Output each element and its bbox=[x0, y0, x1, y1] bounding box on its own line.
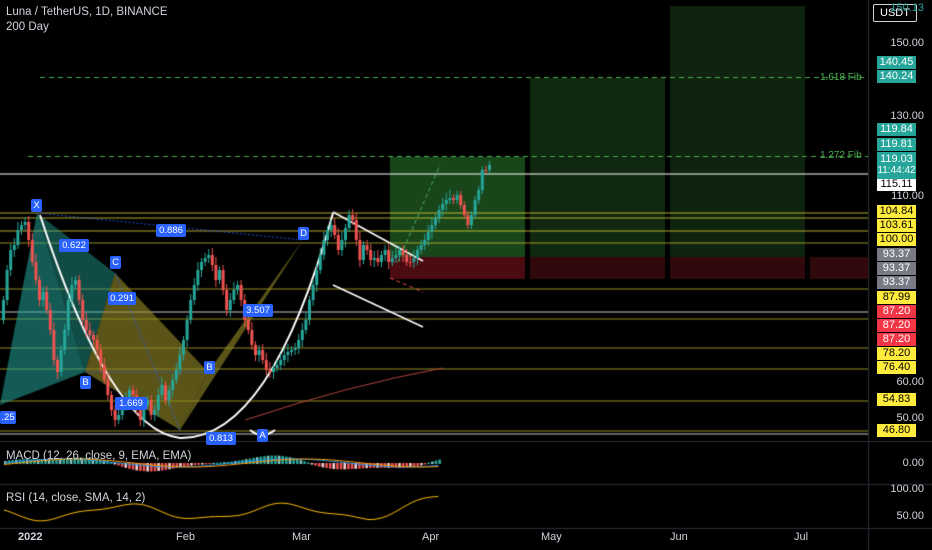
price-tag: 93.37 bbox=[877, 248, 916, 261]
time-label: May bbox=[541, 531, 562, 543]
price-tag: 87.20 bbox=[877, 333, 916, 346]
price-tag: 140.45 bbox=[877, 56, 916, 69]
current-price-tag: 119.03 11:44:42 bbox=[877, 152, 916, 179]
macd-label[interactable]: MACD (12, 26, close, 9, EMA, EMA) bbox=[6, 450, 192, 462]
ratio-label[interactable]: 0.622 bbox=[59, 239, 89, 252]
axis-label: 150.00 bbox=[890, 37, 924, 49]
price-tag: 87.20 bbox=[877, 305, 916, 318]
time-label: 2022 bbox=[18, 531, 43, 543]
price-tag: 103.61 bbox=[877, 219, 916, 232]
pattern-point-x[interactable]: X bbox=[31, 199, 42, 212]
price-tag: 93.37 bbox=[877, 276, 916, 289]
fib-label: 1.618 Fib bbox=[820, 72, 862, 83]
price-tag: 76.40 bbox=[877, 361, 916, 374]
price-tag: 78.20 bbox=[877, 347, 916, 360]
ratio-label[interactable]: 0.291 bbox=[108, 292, 136, 305]
pattern-point-d[interactable]: D bbox=[298, 227, 309, 240]
price-tag: 54.83 bbox=[877, 393, 916, 406]
price-tag: 104.84 bbox=[877, 205, 916, 218]
price-tag: 119.81 bbox=[877, 138, 916, 151]
price-tag: 115.11 bbox=[877, 178, 916, 191]
indicator-label[interactable]: 200 Day bbox=[6, 21, 49, 33]
ratio-label[interactable]: 3.507 bbox=[243, 304, 273, 317]
ratio-label[interactable]: .25 bbox=[0, 411, 16, 424]
price-tag: 93.37 bbox=[877, 262, 916, 275]
ratio-label[interactable]: 0.886 bbox=[156, 224, 186, 237]
axis-label: 60.00 bbox=[896, 376, 924, 388]
rsi-label[interactable]: RSI (14, close, SMA, 14, 2) bbox=[6, 492, 146, 504]
pattern-point-b[interactable]: B bbox=[80, 376, 91, 389]
time-label: Jun bbox=[670, 531, 688, 543]
pattern-point-c[interactable]: C bbox=[110, 256, 121, 269]
price-tag: 87.20 bbox=[877, 319, 916, 332]
current-price: 119.03 bbox=[880, 153, 913, 165]
ratio-label[interactable]: 1.669 bbox=[115, 397, 147, 410]
axis-label: 50.00 bbox=[896, 412, 924, 424]
price-tag: 119.84 bbox=[877, 123, 916, 136]
rsi-axis-label: 50.00 bbox=[896, 510, 924, 522]
fib-label: 1.272 Fib bbox=[820, 150, 862, 161]
price-tag: 46.80 bbox=[877, 424, 916, 437]
symbol-title[interactable]: Luna / TetherUS, 1D, BINANCE bbox=[6, 6, 168, 18]
countdown: 11:44:42 bbox=[877, 165, 916, 176]
axis-label: 130.00 bbox=[890, 110, 924, 122]
currency-button[interactable]: USDT bbox=[873, 4, 917, 22]
price-tag: 87.99 bbox=[877, 291, 916, 304]
pattern-point-b2[interactable]: B bbox=[204, 361, 215, 374]
time-label: Feb bbox=[176, 531, 195, 543]
time-label: Jul bbox=[794, 531, 809, 543]
price-tag: 100.00 bbox=[877, 233, 916, 246]
price-tag: 140.24 bbox=[877, 70, 916, 83]
time-label: Mar bbox=[292, 531, 311, 543]
axis-label: 110.00 bbox=[891, 190, 924, 202]
time-label: Apr bbox=[422, 531, 440, 543]
rsi-axis-label: 100.00 bbox=[890, 483, 924, 495]
pattern-point-a[interactable]: A bbox=[257, 429, 268, 442]
macd-axis-label: 0.00 bbox=[902, 457, 924, 469]
ratio-label[interactable]: 0.813 bbox=[206, 432, 236, 445]
axis-top-label: 150.13 bbox=[890, 2, 924, 14]
